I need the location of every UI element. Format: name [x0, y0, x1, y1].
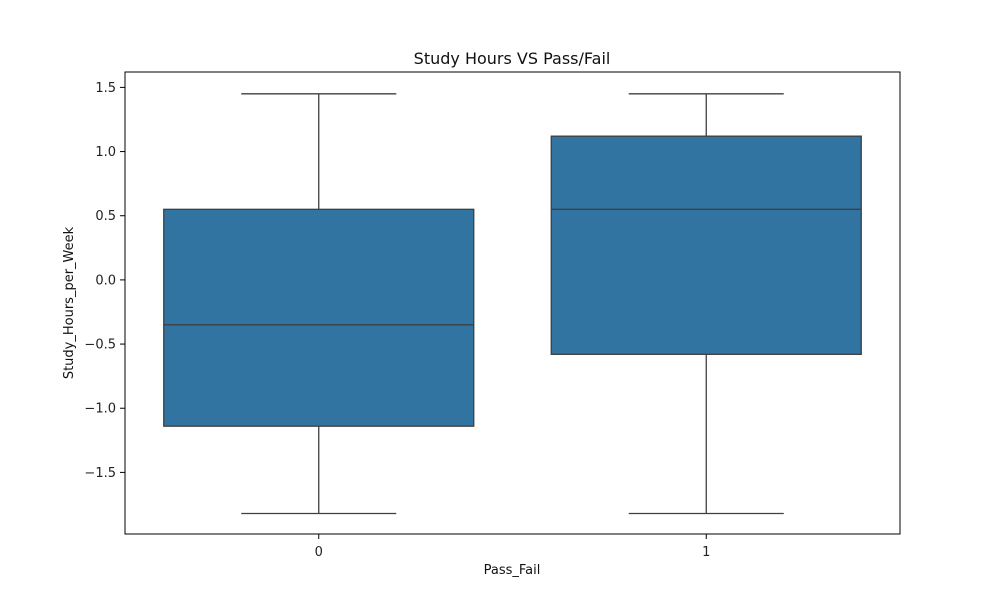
y-axis-label: Study_Hours_per_Week — [62, 226, 77, 379]
x-tick-label: 0 — [315, 545, 323, 560]
x-axis-label: Pass_Fail — [484, 563, 541, 578]
y-tick-label: 0.5 — [95, 209, 116, 224]
x-tick-label: 1 — [702, 545, 710, 560]
y-tick-label: 0.0 — [95, 273, 116, 288]
chart-title: Study Hours VS Pass/Fail — [414, 49, 611, 68]
box-iqr — [550, 135, 862, 355]
box-group — [163, 93, 862, 515]
y-tick-label: 1.5 — [95, 81, 116, 96]
plot-area-frame — [124, 71, 901, 535]
y-tick-label: −0.5 — [84, 338, 116, 353]
y-axis: 1.5 1.0 0.5 0.0 −0.5 −1.0 −1.5 — [84, 81, 125, 481]
y-tick-label: −1.0 — [84, 402, 116, 417]
y-tick-label: −1.5 — [84, 466, 116, 481]
y-tick-label: 1.0 — [95, 145, 116, 160]
box-iqr — [163, 208, 475, 427]
